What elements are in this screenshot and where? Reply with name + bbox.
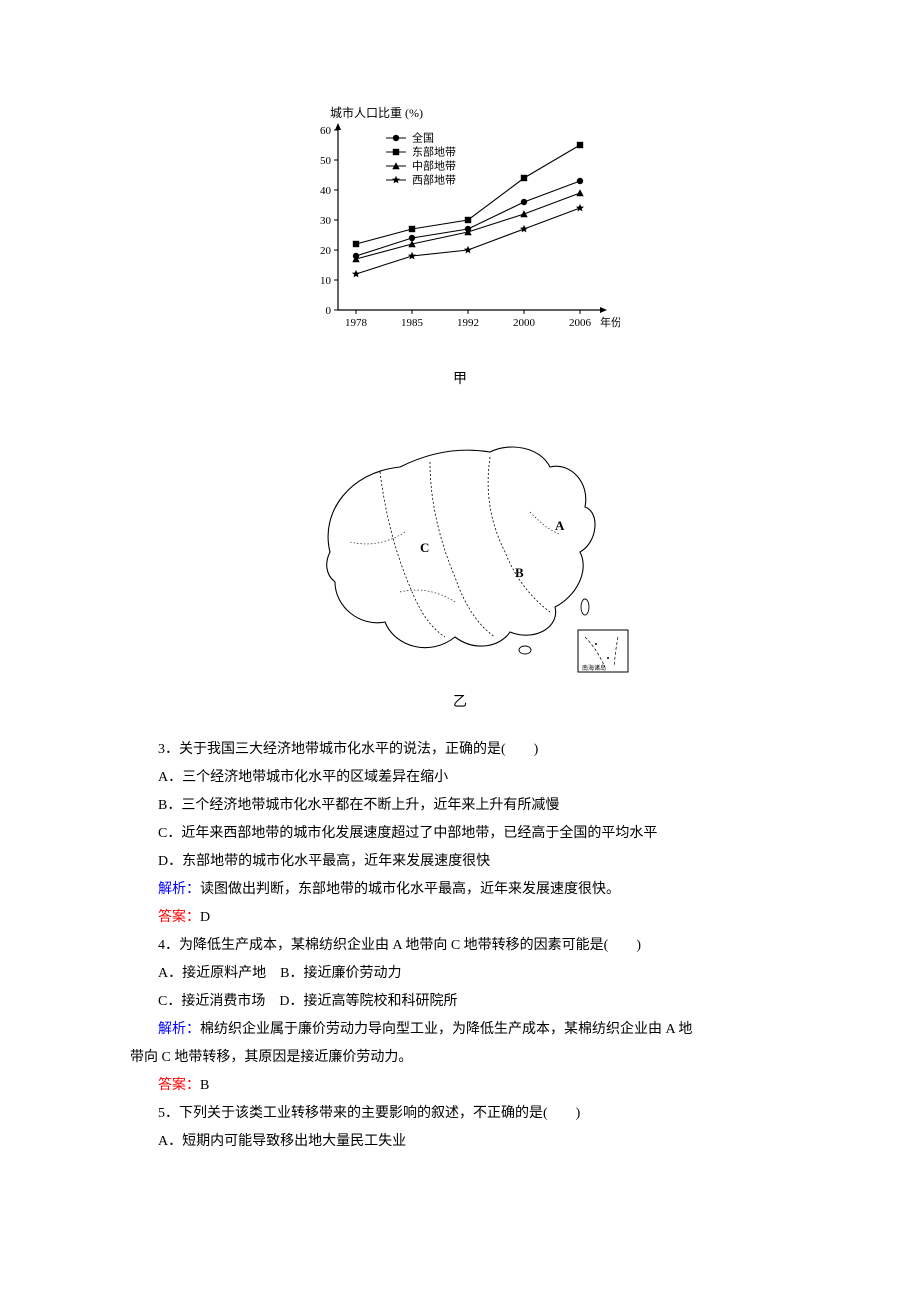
q3-opt-b: B．三个经济地带城市化水平都在不断上升，近年来上升有所减慢 — [130, 792, 790, 820]
svg-text:中部地带: 中部地带 — [412, 159, 456, 173]
q3-opt-a: A．三个经济地带城市化水平的区域差异在缩小 — [130, 764, 790, 792]
svg-text:50: 50 — [320, 155, 332, 167]
q4-opt-c: C．接近消费市场 — [158, 994, 265, 1009]
q4-analysis-label: 解析： — [158, 1022, 200, 1037]
q4-opts-row1: A．接近原料产地 B．接近廉价劳动力 — [130, 960, 790, 988]
map-label-b: B — [515, 565, 524, 580]
q3-answer: 答案：D — [130, 904, 790, 932]
svg-text:20: 20 — [320, 245, 332, 257]
chart-caption: 甲 — [300, 368, 620, 388]
svg-text:2000: 2000 — [513, 317, 536, 329]
q4-opt-d: D．接近高等院校和科研院所 — [279, 994, 457, 1009]
svg-text:年份: 年份 — [600, 315, 620, 329]
svg-text:2006: 2006 — [569, 317, 592, 329]
chart-ylabel: 城市人口比重 (%) — [330, 104, 423, 121]
q4-answer: 答案：B — [130, 1072, 790, 1100]
q3-stem: 3．关于我国三大经济地带城市化水平的说法，正确的是( ) — [130, 736, 790, 764]
map-figure: 南海诸岛 A B C 乙 — [130, 412, 790, 712]
map-svg: 南海诸岛 A B C — [280, 412, 640, 682]
q4-answer-text: B — [200, 1078, 209, 1093]
svg-text:60: 60 — [320, 125, 332, 137]
svg-text:东部地带: 东部地带 — [412, 145, 456, 159]
svg-text:1985: 1985 — [401, 317, 424, 329]
svg-text:0: 0 — [326, 305, 332, 317]
q4-opts-row2: C．接近消费市场 D．接近高等院校和科研院所 — [130, 988, 790, 1016]
svg-text:10: 10 — [320, 275, 332, 287]
q5-opt-a: A．短期内可能导致移出地大量民工失业 — [130, 1128, 790, 1156]
svg-text:1978: 1978 — [345, 317, 368, 329]
svg-text:全国: 全国 — [412, 131, 434, 145]
q3-opt-c: C．近年来西部地带的城市化发展速度超过了中部地带，已经高于全国的平均水平 — [130, 820, 790, 848]
q4-answer-label: 答案： — [158, 1078, 200, 1093]
q3-opt-d: D．东部地带的城市化水平最高，近年来发展速度很快 — [130, 848, 790, 876]
chart-figure: 城市人口比重 (%) 0102030405060 197819851992200… — [130, 108, 790, 388]
q4-opt-a: A．接近原料产地 — [158, 966, 266, 981]
map-container: 南海诸岛 A B C 乙 — [280, 412, 640, 712]
q3-analysis-text: 读图做出判断，东部地带的城市化水平最高，近年来发展速度很快。 — [200, 882, 620, 897]
q4-analysis-text1: 棉纺织企业属于廉价劳动力导向型工业，为降低生产成本，某棉纺织企业由 A 地 — [200, 1022, 692, 1037]
svg-text:西部地带: 西部地带 — [412, 173, 456, 187]
q4-analysis-line2: 带向 C 地带转移，其原因是接近廉价劳动力。 — [130, 1044, 790, 1072]
map-caption: 乙 — [280, 691, 640, 711]
q3-analysis-label: 解析： — [158, 882, 200, 897]
q3-answer-text: D — [200, 910, 210, 925]
chart-container: 城市人口比重 (%) 0102030405060 197819851992200… — [300, 108, 620, 388]
q3-analysis: 解析：读图做出判断，东部地带的城市化水平最高，近年来发展速度很快。 — [130, 876, 790, 904]
chart-svg: 0 10 20 30 40 50 60 1978 1985 1992 2000 2006 年份 全国东… — [300, 122, 620, 352]
q4-analysis-line1: 解析：棉纺织企业属于廉价劳动力导向型工业，为降低生产成本，某棉纺织企业由 A 地 — [130, 1016, 790, 1044]
map-inset-label: 南海诸岛 — [582, 664, 606, 672]
svg-text:30: 30 — [320, 215, 332, 227]
map-label-a: A — [555, 518, 565, 533]
q4-stem: 4．为降低生产成本，某棉纺织企业由 A 地带向 C 地带转移的因素可能是( ) — [130, 932, 790, 960]
map-label-c: C — [420, 540, 429, 555]
svg-text:1992: 1992 — [457, 317, 479, 329]
svg-text:40: 40 — [320, 185, 332, 197]
q5-stem: 5．下列关于该类工业转移带来的主要影响的叙述，不正确的是( ) — [130, 1100, 790, 1128]
q4-opt-b: B．接近廉价劳动力 — [280, 966, 401, 981]
q3-answer-label: 答案： — [158, 910, 200, 925]
